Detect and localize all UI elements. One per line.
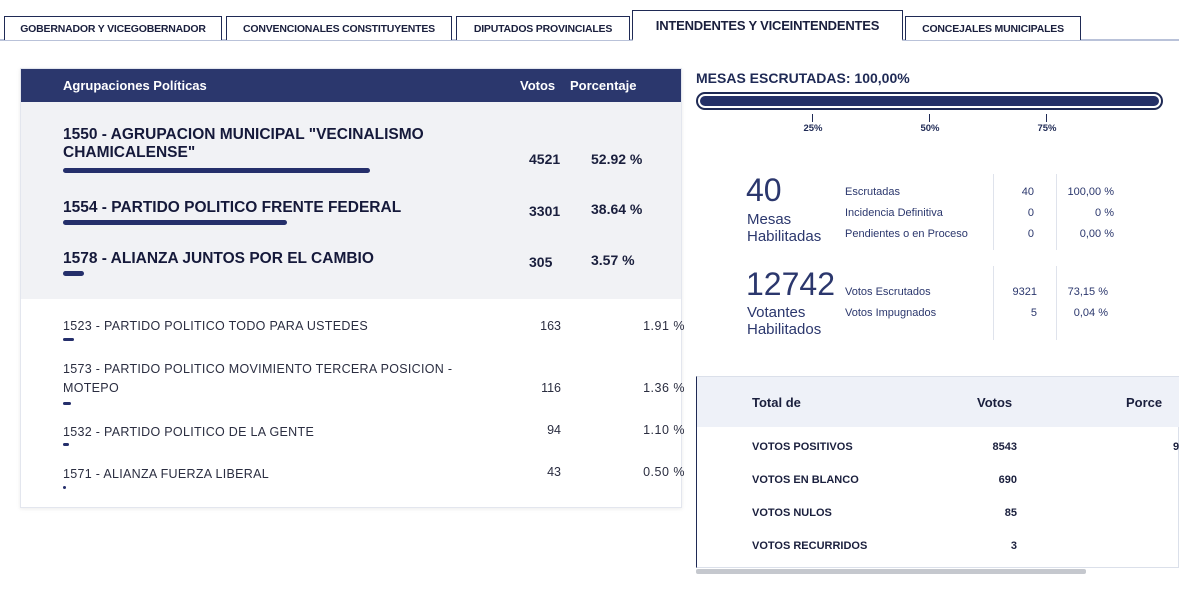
- stat-value: 0: [1027, 207, 1034, 219]
- header-party: Agrupaciones Políticas: [63, 78, 207, 93]
- totals-table: Total de Votos Porce VOTOS POSITIVOS 854…: [696, 376, 1179, 568]
- stat-percent: 0,00 %: [1079, 228, 1114, 240]
- totals-row-votes: 85: [1004, 507, 1017, 519]
- party-percent: 1.10 %: [643, 423, 685, 437]
- header-percent: Porcentaje: [570, 78, 637, 93]
- party-share-bar: [63, 271, 84, 276]
- totals-header-votes: Votos: [977, 395, 1013, 410]
- list-item: 1550 - AGRUPACION MUNICIPAL "VECINALISMO…: [63, 126, 653, 176]
- party-votes: 116: [541, 381, 561, 395]
- party-votes: 43: [547, 465, 561, 479]
- totals-row-votes: 690: [998, 474, 1017, 486]
- list-item: 1573 - PARTIDO POLITICO MOVIMIENTO TERCE…: [63, 360, 685, 405]
- totals-row-label: VOTOS EN BLANCO: [752, 474, 859, 486]
- votantes-total: 12742: [746, 266, 835, 302]
- stat-label: Pendientes o en Proceso: [845, 228, 968, 240]
- stat-percent: 100,00 %: [1067, 186, 1114, 198]
- votantes-label: Votantes Habilitados: [747, 304, 822, 338]
- party-votes: 305: [529, 254, 553, 270]
- totals-header: Total de Votos Porce: [697, 377, 1179, 427]
- party-name: 1578 - ALIANZA JUNTOS POR EL CAMBIO: [63, 250, 374, 267]
- totals-row-votes: 3: [1010, 540, 1017, 552]
- tab-concejales[interactable]: CONCEJALES MUNICIPALES: [905, 16, 1081, 40]
- mesas-progress-bar: [696, 92, 1163, 110]
- party-percent: 1.36 %: [643, 381, 685, 395]
- totals-row-label: VOTOS RECURRIDOS: [752, 540, 868, 552]
- list-item: 1578 - ALIANZA JUNTOS POR EL CAMBIO 305 …: [63, 250, 653, 280]
- stat-value: 40: [1021, 186, 1034, 198]
- stat-label: Escrutadas: [845, 186, 901, 198]
- stat-value: 5: [1030, 307, 1037, 319]
- party-share-bar: [63, 220, 288, 225]
- totals-row-label: VOTOS NULOS: [752, 507, 832, 519]
- party-votes: 4521: [529, 151, 561, 167]
- top-parties: 1550 - AGRUPACION MUNICIPAL "VECINALISMO…: [21, 102, 681, 299]
- party-name: 1523 - PARTIDO POLITICO TODO PARA USTEDE…: [63, 319, 368, 333]
- results-panel: Agrupaciones Políticas Votos Porcentaje …: [20, 68, 685, 508]
- tick-label: 75%: [1037, 123, 1057, 134]
- stat-percent: 0,04 %: [1073, 307, 1108, 319]
- horizontal-scrollbar[interactable]: [696, 569, 1086, 574]
- tab-convencionales[interactable]: CONVENCIONALES CONSTITUYENTES: [226, 16, 452, 40]
- stat-percent: 0 %: [1095, 207, 1114, 219]
- tick-mark: [812, 114, 813, 122]
- party-name: 1573 - PARTIDO POLITICO MOVIMIENTO TERCE…: [63, 362, 453, 395]
- stat-value: 9321: [1012, 286, 1037, 298]
- party-percent: 3.57 %: [591, 252, 635, 268]
- tick-label: 25%: [803, 123, 823, 134]
- totals-header-percent: Porce: [1126, 395, 1163, 410]
- party-percent: 0.50 %: [643, 465, 685, 479]
- mesas-title: MESAS ESCRUTADAS: 100,00%: [696, 70, 910, 86]
- mesas-total: 40: [746, 172, 782, 208]
- tick-label: 50%: [920, 123, 940, 134]
- party-name: 1571 - ALIANZA FUERZA LIBERAL: [63, 467, 270, 481]
- party-share-bar: [63, 338, 75, 341]
- list-item: 1532 - PARTIDO POLITICO DE LA GENTE 94 1…: [63, 423, 685, 447]
- party-share-bar: [63, 168, 370, 173]
- party-votes: 3301: [529, 203, 561, 219]
- party-name: 1554 - PARTIDO POLITICO FRENTE FEDERAL: [63, 199, 402, 216]
- party-share-bar: [63, 402, 71, 405]
- divider: [993, 266, 994, 340]
- stat-label: Votos Impugnados: [845, 307, 937, 319]
- party-votes: 94: [547, 423, 561, 437]
- party-votes: 163: [540, 319, 561, 333]
- party-share-bar: [63, 443, 70, 446]
- party-name: 1532 - PARTIDO POLITICO DE LA GENTE: [63, 425, 315, 439]
- list-item: 1523 - PARTIDO POLITICO TODO PARA USTEDE…: [63, 317, 685, 341]
- party-share-bar: [63, 486, 66, 489]
- party-percent: 38.64 %: [591, 201, 643, 217]
- totals-header-type: Total de: [752, 395, 801, 410]
- tab-gobernador[interactable]: GOBERNADOR Y VICEGOBERNADOR: [4, 16, 222, 40]
- party-name: 1550 - AGRUPACION MUNICIPAL "VECINALISMO…: [63, 126, 424, 161]
- party-percent: 1.91 %: [643, 319, 685, 333]
- stat-label: Votos Escrutados: [845, 286, 931, 298]
- tick-mark: [929, 114, 930, 122]
- tab-intendentes[interactable]: INTENDENTES Y VICEINTENDENTES: [632, 10, 903, 41]
- tab-bar: GOBERNADOR Y VICEGOBERNADOR CONVENCIONAL…: [0, 0, 1179, 42]
- mesas-label: Mesas Habilitadas: [747, 211, 822, 245]
- results-header: Agrupaciones Políticas Votos Porcentaje: [21, 69, 681, 102]
- header-votes: Votos: [520, 78, 556, 93]
- mesas-progress-fill: [700, 96, 1159, 106]
- divider: [993, 174, 994, 250]
- divider: [1056, 266, 1057, 340]
- totals-row-label: VOTOS POSITIVOS: [752, 441, 853, 453]
- tab-underline: [0, 39, 1179, 41]
- stat-percent: 73,15 %: [1067, 286, 1108, 298]
- list-item: 1571 - ALIANZA FUERZA LIBERAL 43 0.50 %: [63, 465, 685, 489]
- divider: [1056, 174, 1057, 250]
- party-percent: 52.92 %: [591, 151, 643, 167]
- list-item: 1554 - PARTIDO POLITICO FRENTE FEDERAL 3…: [63, 199, 653, 229]
- totals-row-votes: 8543: [992, 441, 1017, 453]
- stat-label: Incidencia Definitiva: [845, 207, 943, 219]
- stat-value: 0: [1027, 228, 1034, 240]
- totals-row-percent: 9: [1173, 441, 1179, 453]
- tick-mark: [1046, 114, 1047, 122]
- tab-diputados[interactable]: DIPUTADOS PROVINCIALES: [456, 16, 630, 40]
